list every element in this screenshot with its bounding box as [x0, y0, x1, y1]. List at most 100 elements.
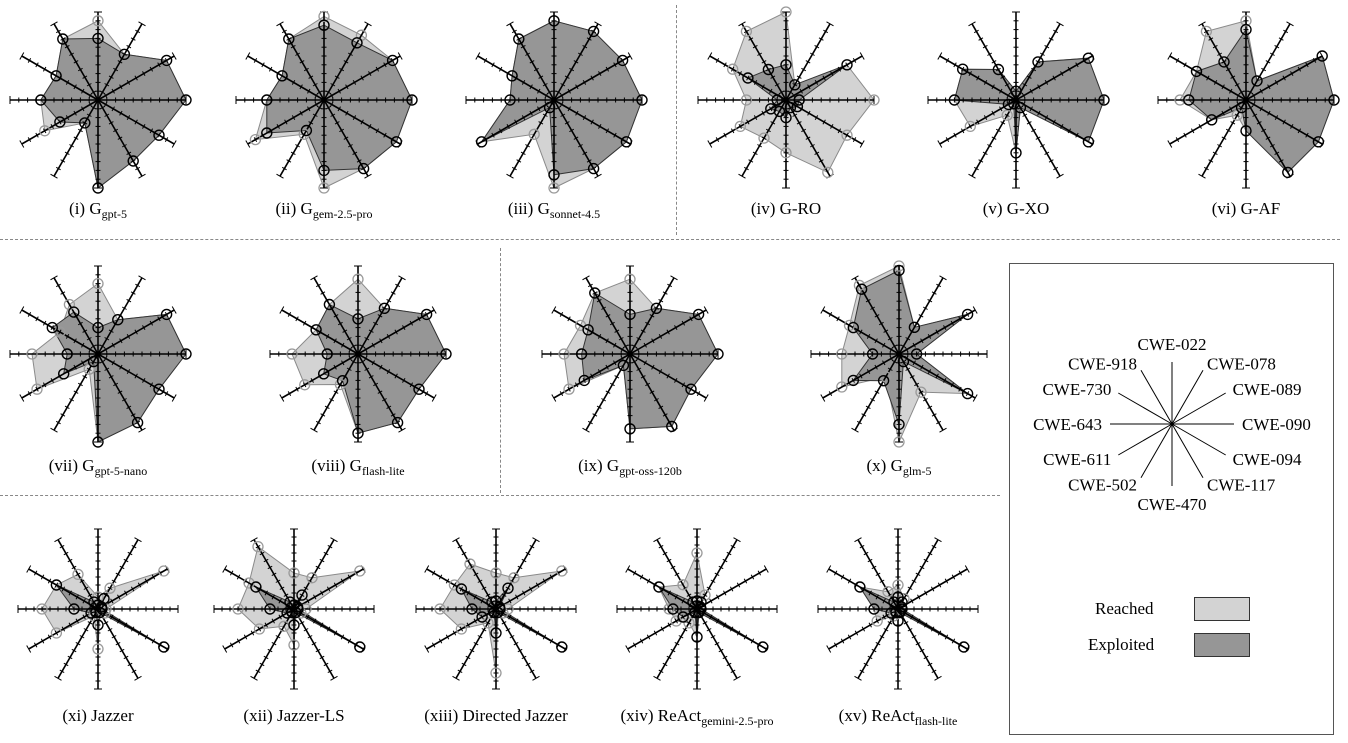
axis-tick [60, 37, 66, 41]
axis-tick [870, 398, 876, 402]
axis-tick [517, 565, 523, 570]
axis-tick [281, 166, 287, 171]
axis-tick [341, 360, 345, 366]
reached-point [158, 565, 170, 577]
exploited-point [575, 348, 588, 360]
axis-tick [299, 593, 305, 597]
axis-tick [792, 113, 798, 117]
axis-tick [110, 598, 114, 604]
axis-tick [113, 128, 119, 133]
axis-tick [279, 586, 285, 590]
axis-tick [1269, 52, 1275, 56]
axis-tick [307, 106, 311, 112]
axis-tick [577, 52, 583, 56]
axis-tick [703, 394, 709, 402]
axis-tick [333, 314, 339, 318]
axis-tick [937, 582, 942, 588]
axis-tick [752, 44, 758, 49]
axis-tick [753, 79, 758, 85]
axis-tick [645, 321, 651, 326]
axis-tick [924, 590, 928, 596]
axis-tick [878, 321, 884, 326]
axis-tick [79, 579, 85, 583]
axis-tick [960, 128, 965, 134]
axis-tick [555, 90, 561, 95]
axis-tick [840, 638, 845, 644]
axis-tick [939, 275, 947, 281]
axis-tick [480, 614, 484, 620]
axis-tick [82, 598, 86, 604]
axis-tick [77, 128, 83, 133]
axis-tick [250, 630, 255, 636]
exploited-point [261, 94, 273, 106]
axis-tick [19, 52, 25, 60]
axis-tick [117, 594, 121, 600]
axis-tick [801, 67, 807, 72]
axis-tick [91, 359, 97, 364]
axis-tick [991, 84, 995, 90]
axis-tick [438, 638, 443, 644]
axis-tick [333, 582, 338, 588]
legend-axis-label: CWE-502 [1068, 476, 1137, 495]
axis-tick [99, 344, 105, 349]
axis-tick [291, 79, 296, 85]
exploited-point [127, 155, 139, 167]
exploited-point [961, 387, 974, 400]
axis-tick [347, 52, 353, 56]
exploited-point [616, 54, 629, 67]
exploited-point [475, 136, 488, 148]
axis-tick [390, 57, 395, 63]
axis-tick [854, 537, 862, 543]
axis-tick [937, 630, 942, 636]
reached-point [871, 615, 883, 627]
panel-caption-name: Jazzer [91, 706, 134, 725]
exploited-point [1251, 75, 1263, 87]
axis-tick [511, 166, 517, 171]
axis-tick [887, 367, 893, 371]
legend-axis-label: CWE-470 [1138, 495, 1207, 514]
legend-axis-label: CWE-094 [1233, 450, 1302, 469]
axis-tick [944, 578, 949, 584]
reached-point [882, 586, 894, 598]
axis-tick [851, 427, 859, 433]
exploited-point [492, 606, 504, 619]
axis-tick [347, 574, 352, 580]
axis-tick [1175, 137, 1180, 143]
axis-tick [1236, 93, 1241, 99]
exploited-point [762, 63, 775, 76]
axis-tick [592, 291, 598, 295]
axis-tick [473, 572, 479, 577]
exploited-point [131, 416, 144, 429]
axis-tick [730, 66, 735, 72]
axis-tick [383, 132, 387, 138]
axis-tick [485, 621, 491, 625]
axis-tick [368, 123, 372, 129]
axis-tick [1037, 110, 1041, 116]
axis-tick [144, 634, 149, 640]
axis-tick [268, 66, 273, 72]
axis-tick [651, 338, 655, 344]
axis-tick [333, 338, 337, 344]
radar-panel [9, 265, 192, 448]
axis-tick [854, 630, 859, 636]
axis-tick [340, 578, 345, 584]
axis-tick [746, 119, 750, 125]
axis-tick [559, 101, 564, 107]
axis-tick [259, 662, 265, 667]
axis-tick [943, 377, 947, 383]
axis-tick [511, 29, 517, 34]
axis-tick [452, 675, 460, 681]
axis-tick [130, 413, 136, 417]
axis-tick [733, 675, 741, 681]
axis-tick [317, 105, 323, 110]
axis-tick [991, 110, 995, 116]
axis-tick [666, 558, 672, 563]
axis-tick [287, 311, 292, 317]
axis-tick [69, 144, 75, 148]
axis-tick [126, 115, 131, 121]
axis-tick [299, 60, 305, 64]
axis-tick [126, 151, 132, 156]
exploited-point [94, 606, 106, 619]
axis-tick [299, 84, 303, 90]
axis-tick [119, 648, 125, 653]
